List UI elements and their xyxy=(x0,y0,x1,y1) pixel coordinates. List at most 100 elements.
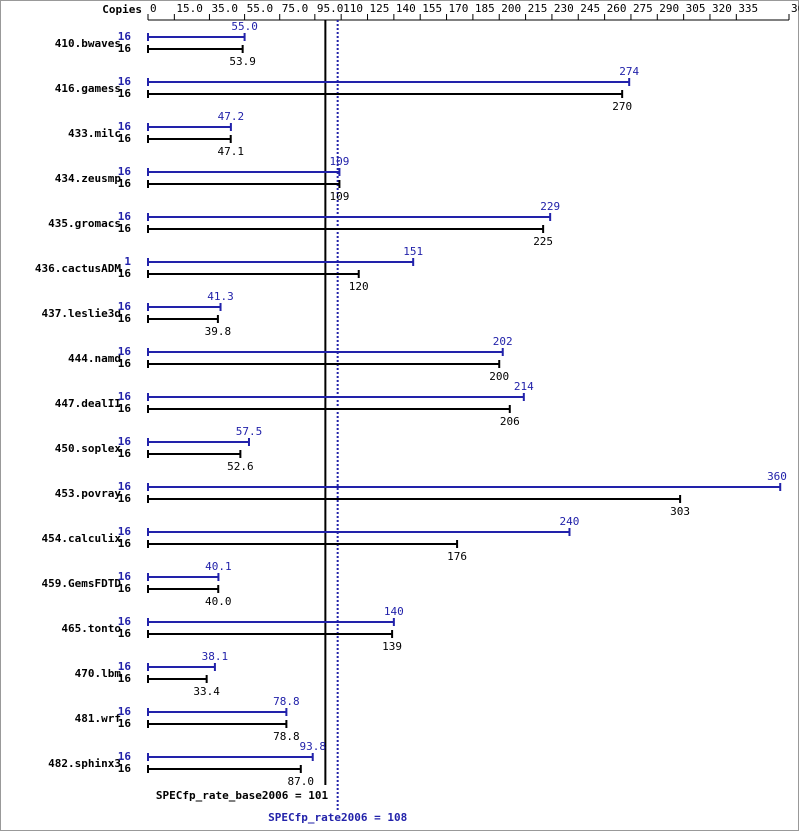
x-tick-label: 275 xyxy=(633,2,653,15)
bar xyxy=(148,585,220,593)
bar xyxy=(148,258,415,266)
value-label: 140 xyxy=(384,605,404,618)
copies: 16 xyxy=(118,762,132,775)
x-tick-label: 95.0 xyxy=(317,2,344,15)
value-label: 176 xyxy=(447,550,467,563)
bar xyxy=(148,405,511,413)
benchmark-name: 454.calculix xyxy=(42,532,122,545)
copies: 16 xyxy=(118,87,132,100)
bar xyxy=(148,135,232,143)
value-label: 53.9 xyxy=(229,55,256,68)
bar xyxy=(148,765,302,773)
copies: 16 xyxy=(118,537,132,550)
x-tick-label: 215 xyxy=(528,2,548,15)
copies: 16 xyxy=(118,42,132,55)
benchmark-name: 482.sphinx3 xyxy=(48,757,121,770)
value-label: 360 xyxy=(767,470,787,483)
bar xyxy=(148,630,394,638)
bar xyxy=(148,663,216,671)
value-label: 270 xyxy=(612,100,632,113)
bar xyxy=(148,303,222,311)
copies: 16 xyxy=(118,660,132,673)
value-label: 40.0 xyxy=(205,595,232,608)
bar xyxy=(148,33,246,41)
bar xyxy=(148,123,232,131)
value-label: 274 xyxy=(619,65,639,78)
copies: 16 xyxy=(118,402,132,415)
copies: 16 xyxy=(118,177,132,190)
value-label: 151 xyxy=(403,245,423,258)
benchmark-name: 470.lbm xyxy=(75,667,122,680)
benchmark-name: 436.cactusADM xyxy=(35,262,121,275)
benchmark-name: 453.povray xyxy=(55,487,122,500)
value-label: 139 xyxy=(382,640,402,653)
value-label: 109 xyxy=(329,155,349,168)
bar xyxy=(148,348,504,356)
value-label: 40.1 xyxy=(205,560,232,573)
copies: 16 xyxy=(118,615,132,628)
x-tick-label: 75.0 xyxy=(282,2,309,15)
value-label: 33.4 xyxy=(193,685,220,698)
copies: 16 xyxy=(118,345,132,358)
bar xyxy=(148,270,360,278)
value-label: 202 xyxy=(493,335,513,348)
benchmark-name: 450.soplex xyxy=(55,442,122,455)
x-tick-label: 140 xyxy=(396,2,416,15)
bar xyxy=(148,90,624,98)
x-tick-label: 200 xyxy=(501,2,521,15)
x-tick-label: 365 xyxy=(791,2,799,15)
value-label: 47.1 xyxy=(217,145,244,158)
value-label: 41.3 xyxy=(207,290,234,303)
value-label: 109 xyxy=(329,190,349,203)
copies-header: Copies xyxy=(102,3,142,16)
bar xyxy=(148,540,459,548)
copies: 16 xyxy=(118,120,132,133)
reference-label: SPECfp_rate_base2006 = 101 xyxy=(156,789,329,802)
x-tick-label: 110 xyxy=(343,2,363,15)
x-tick-label: 320 xyxy=(712,2,732,15)
bar xyxy=(148,720,288,728)
copies: 16 xyxy=(118,582,132,595)
copies: 16 xyxy=(118,30,132,43)
benchmark-name: 434.zeusmp xyxy=(55,172,122,185)
copies: 16 xyxy=(118,267,132,280)
bar xyxy=(148,528,571,536)
x-tick-label: 260 xyxy=(607,2,627,15)
copies: 16 xyxy=(118,165,132,178)
benchmark-name: 433.milc xyxy=(68,127,121,140)
x-tick-label: 290 xyxy=(659,2,679,15)
copies: 16 xyxy=(118,672,132,685)
benchmark-name: 435.gromacs xyxy=(48,217,121,230)
value-label: 38.1 xyxy=(202,650,229,663)
copies: 16 xyxy=(118,210,132,223)
value-label: 229 xyxy=(540,200,560,213)
copies: 16 xyxy=(118,492,132,505)
x-tick-label: 335 xyxy=(738,2,758,15)
benchmark-name: 481.wrf xyxy=(75,712,121,725)
copies: 16 xyxy=(118,300,132,313)
copies: 16 xyxy=(118,447,132,460)
bar xyxy=(148,438,250,446)
copies: 16 xyxy=(118,132,132,145)
value-label: 120 xyxy=(349,280,369,293)
bar xyxy=(148,753,314,761)
value-label: 78.8 xyxy=(273,695,300,708)
benchmark-name: 416.gamess xyxy=(55,82,121,95)
value-label: 303 xyxy=(670,505,690,518)
bar xyxy=(148,213,552,221)
bar xyxy=(148,618,395,626)
copies: 16 xyxy=(118,312,132,325)
bar xyxy=(148,495,682,503)
copies: 16 xyxy=(118,750,132,763)
copies: 16 xyxy=(118,357,132,370)
x-tick-label: 170 xyxy=(449,2,469,15)
bar xyxy=(148,483,782,491)
x-tick-label: 0 xyxy=(150,2,157,15)
x-tick-label: 15.0 xyxy=(176,2,203,15)
bar xyxy=(148,168,341,176)
x-tick-label: 245 xyxy=(580,2,600,15)
bar xyxy=(148,45,244,53)
copies: 16 xyxy=(118,435,132,448)
bar xyxy=(148,573,220,581)
